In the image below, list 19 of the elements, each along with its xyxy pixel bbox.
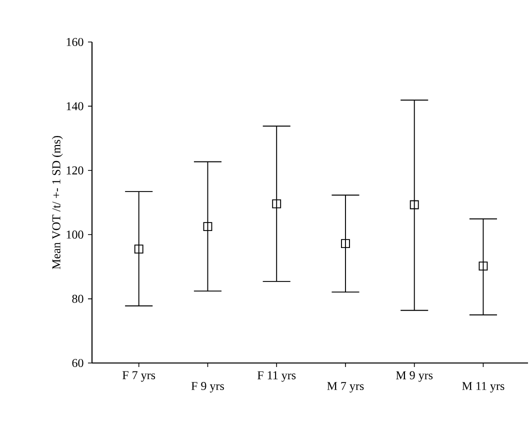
point xyxy=(341,239,350,248)
y-tick-label: 60 xyxy=(72,358,84,368)
y-tick-label: 120 xyxy=(66,166,84,174)
y-tick-label: 160 xyxy=(66,38,84,46)
x-tick-label: F 9 yrs xyxy=(191,382,224,393)
x-tick-label: F 11 yrs xyxy=(258,371,296,382)
y-axis-title: Mean VOT /t/ +- 1 SD (ms) xyxy=(52,136,63,270)
x-tick-label: M 7 yrs xyxy=(327,382,364,393)
x-tick-label: M 9 yrs xyxy=(396,371,433,382)
x-tick-label: F 7 yrs xyxy=(122,371,156,382)
point xyxy=(134,244,144,254)
point xyxy=(478,262,488,271)
x-tick-label: M 11 yrs xyxy=(462,382,504,393)
point xyxy=(272,199,282,208)
point xyxy=(203,222,212,232)
y-tick-label: 140 xyxy=(66,102,84,110)
y-tick-label: 100 xyxy=(66,230,84,239)
point xyxy=(410,200,419,210)
y-tick-label: 80 xyxy=(72,294,84,303)
